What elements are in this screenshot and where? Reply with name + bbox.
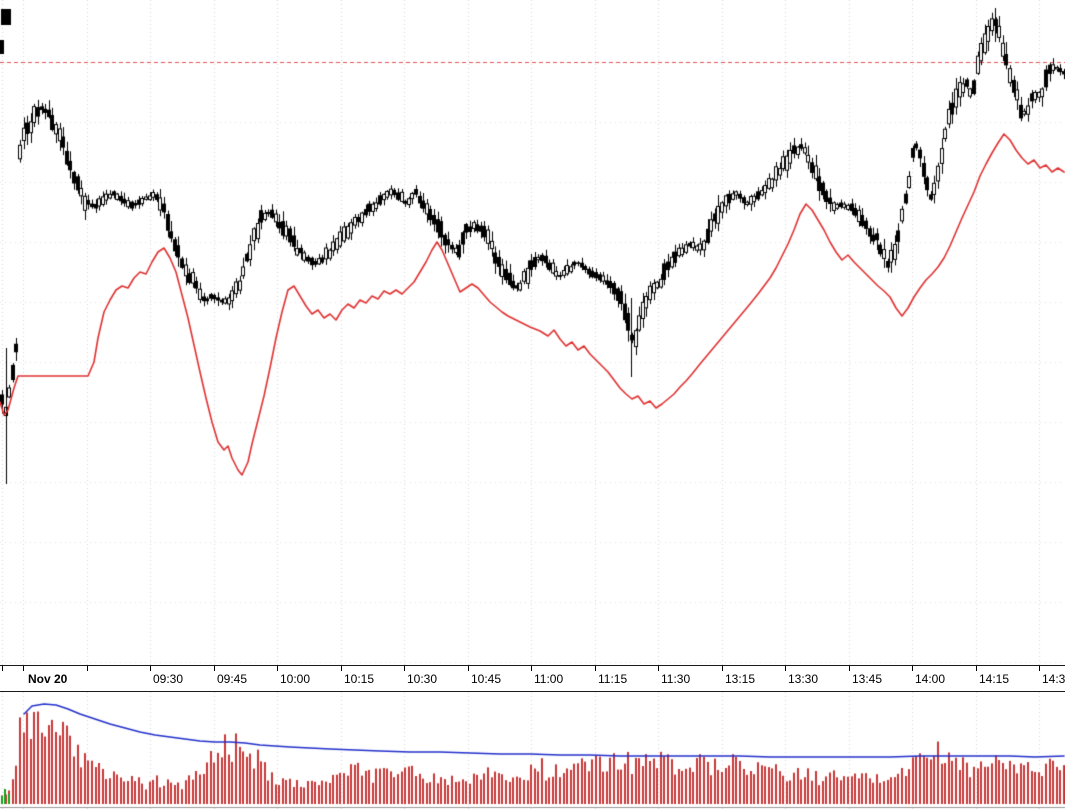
price-pane-canvas[interactable] bbox=[0, 0, 1065, 665]
time-axis-tick bbox=[722, 666, 723, 671]
time-axis-tick bbox=[849, 666, 850, 671]
time-axis-label: 11:00 bbox=[534, 672, 564, 686]
time-axis-label: 13:30 bbox=[788, 672, 819, 686]
time-axis-tick bbox=[87, 666, 88, 671]
time-axis-tick bbox=[277, 666, 278, 671]
time-axis-tick bbox=[785, 666, 786, 671]
time-axis-tick bbox=[341, 666, 342, 671]
time-axis-tick bbox=[531, 666, 532, 671]
time-axis-tick bbox=[912, 666, 913, 671]
time-axis-tick bbox=[1039, 666, 1040, 671]
volume-pane-canvas[interactable] bbox=[0, 692, 1065, 810]
time-axis-label: 09:45 bbox=[217, 672, 248, 686]
time-axis-label: 10:30 bbox=[407, 672, 438, 686]
time-axis-label: 14:00 bbox=[915, 672, 946, 686]
time-axis-label: 11:15 bbox=[598, 672, 628, 686]
time-axis-tick bbox=[468, 666, 469, 671]
time-axis-label: 14:30 bbox=[1042, 672, 1065, 686]
time-axis-label: 13:15 bbox=[725, 672, 756, 686]
time-axis: Nov 20 09:30 09:45 10:00 10:15 10:30 10:45 11:0… bbox=[0, 665, 1065, 692]
date-label: Nov 20 bbox=[28, 672, 68, 686]
time-axis-tick bbox=[595, 666, 596, 671]
time-axis-tick bbox=[404, 666, 405, 671]
time-axis-tick bbox=[2, 666, 3, 671]
time-axis-tick bbox=[150, 666, 151, 671]
time-axis-tick bbox=[976, 666, 977, 671]
time-axis-label: 10:00 bbox=[280, 672, 311, 686]
time-axis-tick bbox=[658, 666, 659, 671]
time-axis-label: 10:45 bbox=[471, 672, 502, 686]
time-axis-tick bbox=[214, 666, 215, 671]
time-axis-label: 13:45 bbox=[852, 672, 883, 686]
time-axis-tick bbox=[23, 666, 24, 671]
time-axis-label: 09:30 bbox=[153, 672, 184, 686]
time-axis-label: 14:15 bbox=[979, 672, 1010, 686]
time-axis-label: 10:15 bbox=[344, 672, 375, 686]
time-axis-label: 11:30 bbox=[661, 672, 691, 686]
